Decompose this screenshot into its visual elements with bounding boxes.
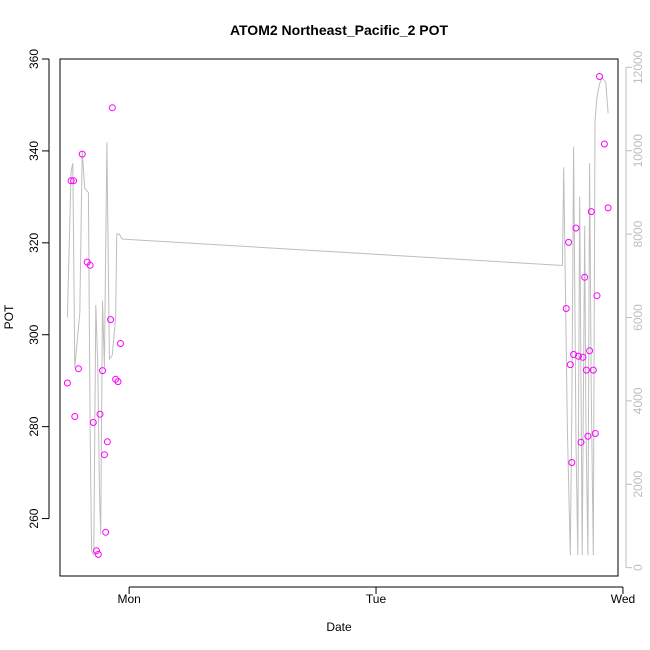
data-point — [86, 261, 94, 269]
data-point — [94, 550, 102, 558]
right-axis-tick-label: 12000 — [631, 50, 645, 84]
data-point — [581, 273, 589, 281]
data-point — [586, 347, 594, 355]
data-point — [99, 367, 106, 375]
data-point — [71, 413, 79, 420]
right-axis-tick-label: 10000 — [631, 134, 645, 168]
data-point — [103, 438, 111, 446]
data-point — [591, 430, 599, 437]
data-point — [67, 177, 75, 185]
data-point — [584, 432, 592, 440]
data-point — [579, 353, 587, 361]
data-point — [600, 140, 608, 148]
y-tick-label: 260 — [27, 508, 41, 528]
data-point — [572, 224, 580, 232]
data-point — [587, 208, 595, 216]
y-tick-label: 320 — [27, 232, 41, 252]
x-tick-label: Tue — [366, 592, 387, 606]
data-point — [577, 438, 585, 446]
plot-area-frame — [59, 58, 619, 577]
data-point — [582, 366, 590, 374]
data-point — [562, 305, 570, 312]
chart-title: ATOM2 Northeast_Pacific_2 POT — [230, 22, 449, 38]
x-tick-label: Wed — [611, 592, 635, 606]
data-point — [100, 451, 108, 459]
axes-layer: 260 280 300 320 340 360 Mon Tue Wed 0 2000 4000 6000… — [27, 49, 645, 606]
data-point — [70, 177, 78, 185]
data-point — [78, 150, 86, 158]
series-line — [66, 76, 609, 556]
right-axis-tick-label: 6000 — [631, 304, 645, 331]
data-point — [604, 204, 612, 212]
data-point — [565, 238, 573, 246]
right-axis-tick-label: 0 — [631, 564, 645, 571]
right-axis-tick-label: 4000 — [631, 387, 645, 414]
data-point — [114, 378, 122, 386]
y-tick-label: 340 — [27, 141, 41, 161]
y-axis-label: POT — [2, 304, 16, 329]
y-tick-label: 360 — [27, 49, 41, 69]
data-point — [566, 361, 574, 369]
data-point — [575, 352, 582, 360]
data-point — [63, 379, 71, 387]
data-point — [593, 292, 601, 300]
y-tick-label: 280 — [27, 416, 41, 436]
data-point — [89, 419, 97, 426]
right-axis-tick-label: 8000 — [631, 220, 645, 247]
data-point — [589, 366, 597, 374]
data-point — [108, 104, 116, 112]
data-point — [75, 365, 82, 373]
data-point — [96, 410, 104, 418]
x-tick-label: Mon — [117, 592, 140, 606]
data-point — [596, 73, 603, 80]
data-point — [107, 316, 115, 324]
data-point — [93, 547, 100, 555]
x-axis-label: Date — [326, 620, 352, 634]
series-layer — [63, 73, 612, 558]
data-point — [570, 351, 578, 358]
data-point — [117, 340, 124, 347]
data-point — [568, 459, 576, 466]
data-point — [102, 528, 110, 536]
right-axis-tick-label: 2000 — [631, 471, 645, 498]
data-point — [112, 375, 120, 383]
y-tick-label: 300 — [27, 324, 41, 344]
